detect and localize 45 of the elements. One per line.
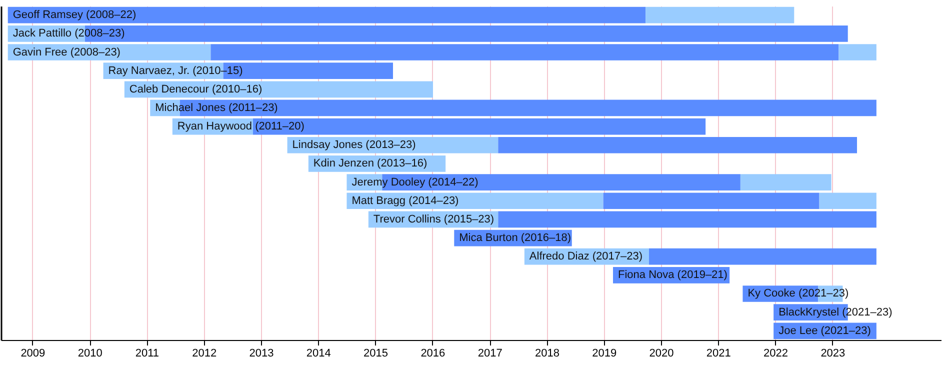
bar bbox=[740, 174, 832, 190]
y-tick-label: Trevor Collins (2015–23) bbox=[373, 213, 494, 226]
y-tick-label: Ryan Haywood (2011–20) bbox=[177, 120, 304, 133]
x-tick-label: 2022 bbox=[764, 348, 788, 360]
y-tick-label: Mica Burton (2016–18) bbox=[459, 232, 572, 244]
x-tick-label: 2021 bbox=[706, 348, 731, 360]
bar bbox=[210, 44, 839, 60]
x-tick-label: 2020 bbox=[649, 348, 674, 360]
y-tick-label: Ky Cooke (2021–23) bbox=[748, 288, 849, 300]
y-tick-label: Fiona Nova (2019–21) bbox=[618, 269, 728, 282]
x-tick-label: 2018 bbox=[534, 348, 560, 360]
x-tick-label: 2023 bbox=[820, 348, 846, 360]
x-tick-label: 2016 bbox=[420, 348, 446, 360]
bar bbox=[646, 6, 794, 24]
bar bbox=[346, 192, 604, 210]
y-tick-label: Jeremy Dooley (2014–22) bbox=[352, 176, 478, 188]
y-tick-label: Lindsay Jones (2013–23) bbox=[292, 139, 416, 152]
y-tick-label: Matt Bragg (2014–23) bbox=[352, 194, 459, 207]
x-tick-label: 2015 bbox=[364, 348, 388, 360]
bar bbox=[603, 192, 820, 210]
y-tick-label: Geoff Ramsey (2008–22) bbox=[12, 9, 136, 22]
bar bbox=[498, 211, 876, 228]
y-tick-label: Jack Pattillo (2008–23) bbox=[12, 28, 125, 40]
bar bbox=[124, 81, 433, 98]
x-tick-label: 2012 bbox=[192, 348, 217, 360]
x-tick-label: 2011 bbox=[135, 348, 160, 360]
y-tick-label: Ray Narvaez, Jr. (2010–15) bbox=[108, 64, 243, 77]
y-tick-label: Alfredo Diaz (2017–23) bbox=[529, 250, 643, 263]
y-tick-label: Kdin Jenzen (2013–16) bbox=[313, 158, 428, 170]
bar bbox=[253, 118, 706, 135]
bar bbox=[649, 248, 876, 265]
y-tick-label: Joe Lee (2021–23) bbox=[778, 324, 871, 337]
x-tick-label: 2013 bbox=[249, 348, 274, 360]
y-tick-label: Caleb Denecour (2010–16) bbox=[129, 83, 262, 96]
x-tick-label: 2010 bbox=[78, 348, 102, 360]
y-tick-label: Michael Jones (2011–23) bbox=[155, 102, 278, 114]
x-tick-label: 2017 bbox=[478, 348, 502, 360]
bar bbox=[8, 6, 646, 24]
bar bbox=[838, 44, 876, 60]
x-tick-label: 2014 bbox=[306, 348, 331, 360]
bar bbox=[819, 192, 876, 210]
x-tick-label: 2009 bbox=[20, 348, 46, 360]
x-tick-label: 2019 bbox=[592, 348, 617, 360]
bar bbox=[498, 136, 857, 154]
y-tick-label: Gavin Free (2008–23) bbox=[12, 46, 120, 58]
